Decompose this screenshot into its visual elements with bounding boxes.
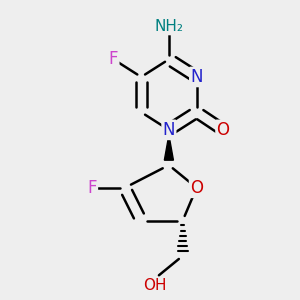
Text: NH₂: NH₂ — [154, 19, 183, 34]
Text: F: F — [87, 179, 97, 197]
Text: OH: OH — [143, 278, 167, 293]
Text: N: N — [190, 68, 203, 86]
Text: O: O — [190, 179, 203, 197]
Text: O: O — [217, 121, 230, 139]
Polygon shape — [164, 135, 173, 160]
Text: N: N — [163, 121, 175, 139]
Text: F: F — [109, 50, 118, 68]
